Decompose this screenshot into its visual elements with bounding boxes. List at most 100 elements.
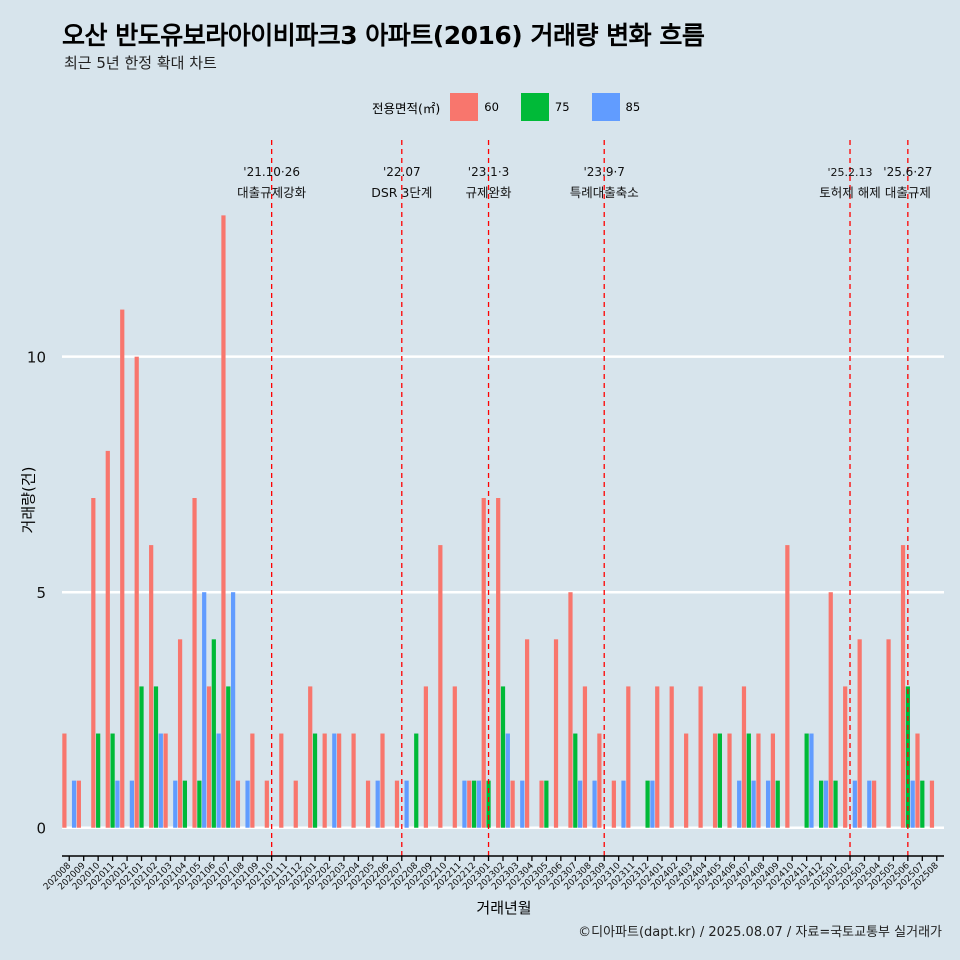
bar-85-202303: [520, 780, 525, 828]
bar-75-202101: [139, 686, 144, 828]
bar-60-202507: [915, 733, 920, 828]
bar-75-202212: [471, 780, 477, 828]
bar-60-202311: [626, 686, 631, 828]
bar-60-202212: [467, 780, 472, 828]
legend-label-75: 75: [554, 100, 570, 114]
bar-85-202307: [578, 780, 583, 828]
bar-75-202107: [226, 686, 231, 828]
bar-85-202105: [202, 592, 207, 828]
event-name-label: 특례대출축소: [570, 185, 639, 200]
event-date-label: '23.1·3: [468, 165, 509, 179]
bar-75-202201: [312, 733, 318, 828]
bar-60-202202: [322, 733, 327, 828]
bar-85-202312: [650, 780, 655, 828]
bar-60-202008: [62, 733, 67, 828]
bar-60-202505: [886, 639, 891, 828]
event-date-label: '23.9·7: [583, 165, 624, 179]
bar-60-202012: [120, 309, 125, 828]
bar-60-202107: [221, 215, 226, 828]
bar-60-202104: [177, 639, 183, 828]
source-caption: ©디아파트(dapt.kr) / 2025.08.07 / 자료=국토교통부 실…: [578, 925, 942, 940]
bar-85-202212: [476, 780, 482, 828]
bar-75-202312: [645, 780, 650, 828]
bar-60-202105: [192, 498, 197, 828]
bar-75-202102: [153, 686, 159, 828]
bar-60-202404: [698, 686, 703, 828]
event-name-label: 토허제 해제: [819, 185, 880, 200]
bar-60-202211: [452, 686, 457, 828]
bar-60-202301: [481, 498, 486, 828]
y-axis-title: 거래량(건): [19, 466, 38, 534]
bar-60-202106: [206, 686, 212, 828]
bar-60-202304: [524, 639, 530, 828]
legend-item-60: 60: [450, 93, 515, 121]
bar-60-202205: [365, 780, 371, 828]
bar-60-202504: [872, 780, 877, 828]
bar-60-202110: [264, 780, 269, 828]
legend-item-85: 85: [591, 93, 657, 121]
bar-75-202105: [197, 780, 202, 828]
event-date-label: '25.2.13: [828, 166, 873, 179]
bar-85-202012: [129, 780, 134, 828]
bar-60-202302: [496, 498, 501, 828]
bar-60-202407: [741, 686, 747, 828]
bar-75-202305: [544, 780, 549, 828]
bar-85-202107: [230, 592, 236, 828]
bar-85-202008: [71, 780, 77, 828]
bar-75-202307: [573, 733, 578, 828]
bar-85-202302: [505, 733, 510, 828]
bar-75-202506: [905, 686, 910, 828]
x-axis-title: 거래년월: [476, 899, 532, 917]
bar-60-202403: [684, 733, 689, 828]
bar-85-202205: [375, 780, 380, 828]
chart-subtitle: 최근 5년 한정 확대 차트: [64, 54, 217, 72]
bar-75-202507: [920, 780, 925, 828]
legend-label-60: 60: [484, 100, 499, 114]
bar-60-202101: [134, 356, 139, 828]
bar-60-202204: [351, 733, 356, 828]
y-tick-label: 0: [36, 820, 46, 838]
legend-item-75: 75: [520, 93, 586, 121]
bar-85-202406: [737, 780, 742, 828]
bar-60-202210: [438, 545, 443, 828]
bar-75-202106: [211, 639, 216, 828]
bar-60-202108: [235, 780, 241, 828]
bar-60-202401: [655, 686, 660, 828]
legend-title: 전용면적(㎡): [372, 100, 441, 116]
legend-label-85: 85: [625, 100, 641, 114]
bar-75-202208: [414, 733, 419, 828]
legend-swatch-75: [520, 93, 549, 121]
bar-60-202109: [250, 733, 255, 828]
event-name-label: 대출규제강화: [237, 185, 307, 200]
bar-75-202411: [804, 733, 809, 828]
bar-60-202305: [539, 780, 544, 828]
bar-85-202502: [852, 780, 857, 828]
bar-85-202407: [751, 780, 756, 828]
bar-60-202406: [727, 733, 732, 828]
chart-title: 오산 반도유보라아이비파크3 아파트(2016) 거래량 변화 흐름: [62, 21, 705, 50]
bar-85-202308: [592, 780, 597, 828]
bar-60-202103: [163, 733, 168, 828]
bar-60-202410: [785, 545, 790, 828]
bar-75-202302: [500, 686, 506, 828]
bar-60-202405: [712, 733, 718, 828]
event-name-label: DSR 3단계: [371, 185, 432, 200]
bar-75-202409: [775, 780, 780, 828]
event-name-label: 규제완화: [466, 185, 513, 200]
bar-85-202106: [216, 733, 221, 828]
bar-85-202211: [462, 780, 467, 828]
bar-60-202011: [105, 450, 110, 828]
bar-60-202303: [510, 780, 515, 828]
bar-75-202011: [110, 733, 115, 828]
event-date-label: '25.6·27: [883, 165, 932, 179]
bar-60-202009: [76, 780, 81, 828]
bar-85-202412: [823, 780, 829, 828]
bar-60-202209: [423, 686, 428, 828]
bar-85-202011: [115, 780, 120, 828]
y-tick-label: 10: [27, 349, 46, 367]
bar-60-202306: [553, 639, 559, 828]
bar-85-202408: [765, 780, 771, 828]
bar-60-202102: [149, 545, 154, 828]
bar-60-202508: [929, 780, 935, 828]
bar-75-202104: [182, 780, 188, 828]
